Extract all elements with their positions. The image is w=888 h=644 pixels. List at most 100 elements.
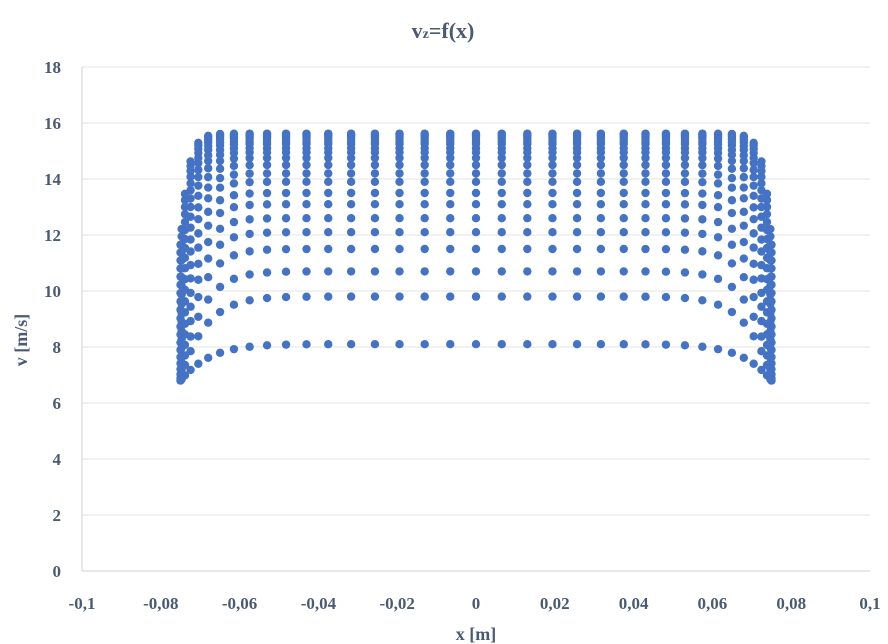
data-point — [302, 188, 311, 198]
data-point — [395, 200, 404, 209]
data-point — [229, 191, 239, 200]
data-point — [749, 275, 758, 284]
data-point — [324, 244, 333, 254]
data-point — [176, 313, 185, 323]
data-point — [497, 340, 506, 349]
data-point — [680, 228, 690, 237]
data-point — [548, 160, 557, 170]
data-point — [194, 191, 203, 200]
data-point — [262, 188, 272, 198]
data-point — [420, 340, 429, 349]
data-point — [680, 214, 690, 223]
data-point — [596, 169, 606, 178]
data-point — [596, 129, 606, 138]
data-point — [739, 318, 749, 327]
data-point — [698, 160, 707, 170]
y-tick-label: 10 — [44, 282, 61, 301]
data-point — [767, 248, 776, 257]
data-point — [370, 200, 380, 209]
data-point — [739, 194, 749, 203]
y-tick-label: 0 — [53, 562, 62, 581]
data-point — [194, 359, 203, 368]
data-point — [641, 169, 650, 178]
data-point — [395, 340, 404, 349]
data-point — [767, 256, 776, 265]
data-point — [346, 292, 356, 301]
data-point — [767, 297, 776, 306]
data-point — [727, 183, 737, 192]
data-point — [523, 200, 532, 209]
data-point — [186, 302, 195, 311]
data-points — [176, 129, 776, 385]
data-point — [596, 267, 606, 276]
data-point — [281, 169, 291, 178]
data-point — [661, 177, 671, 187]
data-point — [281, 228, 291, 237]
data-point — [262, 293, 272, 303]
data-point — [194, 332, 203, 341]
data-point — [370, 169, 380, 178]
data-point — [497, 177, 506, 186]
data-point — [229, 251, 239, 260]
data-point — [523, 214, 532, 223]
data-point — [749, 172, 758, 182]
data-point — [749, 243, 758, 252]
data-point — [497, 228, 506, 237]
data-point — [176, 345, 185, 355]
data-point — [757, 157, 766, 166]
data-point — [739, 172, 749, 182]
data-point — [727, 164, 737, 173]
data-point — [370, 267, 380, 276]
data-point — [572, 292, 582, 301]
data-point — [262, 214, 272, 223]
data-point — [471, 214, 481, 223]
chart-title-main: v — [412, 18, 423, 43]
data-point — [523, 228, 532, 237]
x-tick-label: 0,02 — [540, 594, 570, 613]
data-point — [194, 138, 203, 148]
data-point — [471, 292, 481, 301]
data-point — [395, 188, 404, 198]
data-point — [713, 233, 723, 242]
data-point — [446, 228, 455, 237]
data-point — [767, 352, 776, 362]
y-tick-label: 16 — [44, 114, 61, 133]
data-point — [739, 221, 749, 230]
data-point — [641, 177, 650, 187]
data-point — [346, 188, 356, 198]
data-point — [727, 282, 737, 292]
data-point — [420, 214, 429, 223]
data-point — [727, 208, 737, 218]
data-point — [420, 188, 429, 198]
data-point — [176, 322, 185, 331]
data-point — [346, 340, 356, 349]
data-point — [766, 232, 775, 241]
data-point — [548, 188, 557, 198]
data-point — [680, 169, 690, 178]
data-point — [713, 191, 723, 200]
x-tick-label: 0,08 — [776, 594, 806, 613]
data-point — [471, 169, 481, 178]
data-point — [324, 177, 333, 187]
data-point — [194, 203, 203, 212]
data-point — [176, 305, 185, 314]
data-point — [762, 209, 772, 219]
data-point — [420, 129, 429, 138]
data-point — [203, 194, 213, 203]
data-point — [619, 292, 628, 301]
data-point — [262, 245, 272, 254]
data-point — [713, 300, 723, 309]
data-point — [229, 161, 239, 171]
data-point — [420, 177, 429, 186]
y-tick-label: 2 — [53, 506, 62, 525]
data-point — [471, 129, 481, 138]
data-point — [680, 341, 690, 350]
x-tick-label: 0,1 — [859, 594, 880, 613]
data-point — [420, 160, 429, 170]
data-point — [619, 267, 628, 276]
data-point — [548, 228, 557, 237]
data-point — [176, 330, 185, 339]
data-point — [767, 338, 776, 347]
data-point — [713, 202, 723, 212]
data-point — [619, 228, 628, 237]
